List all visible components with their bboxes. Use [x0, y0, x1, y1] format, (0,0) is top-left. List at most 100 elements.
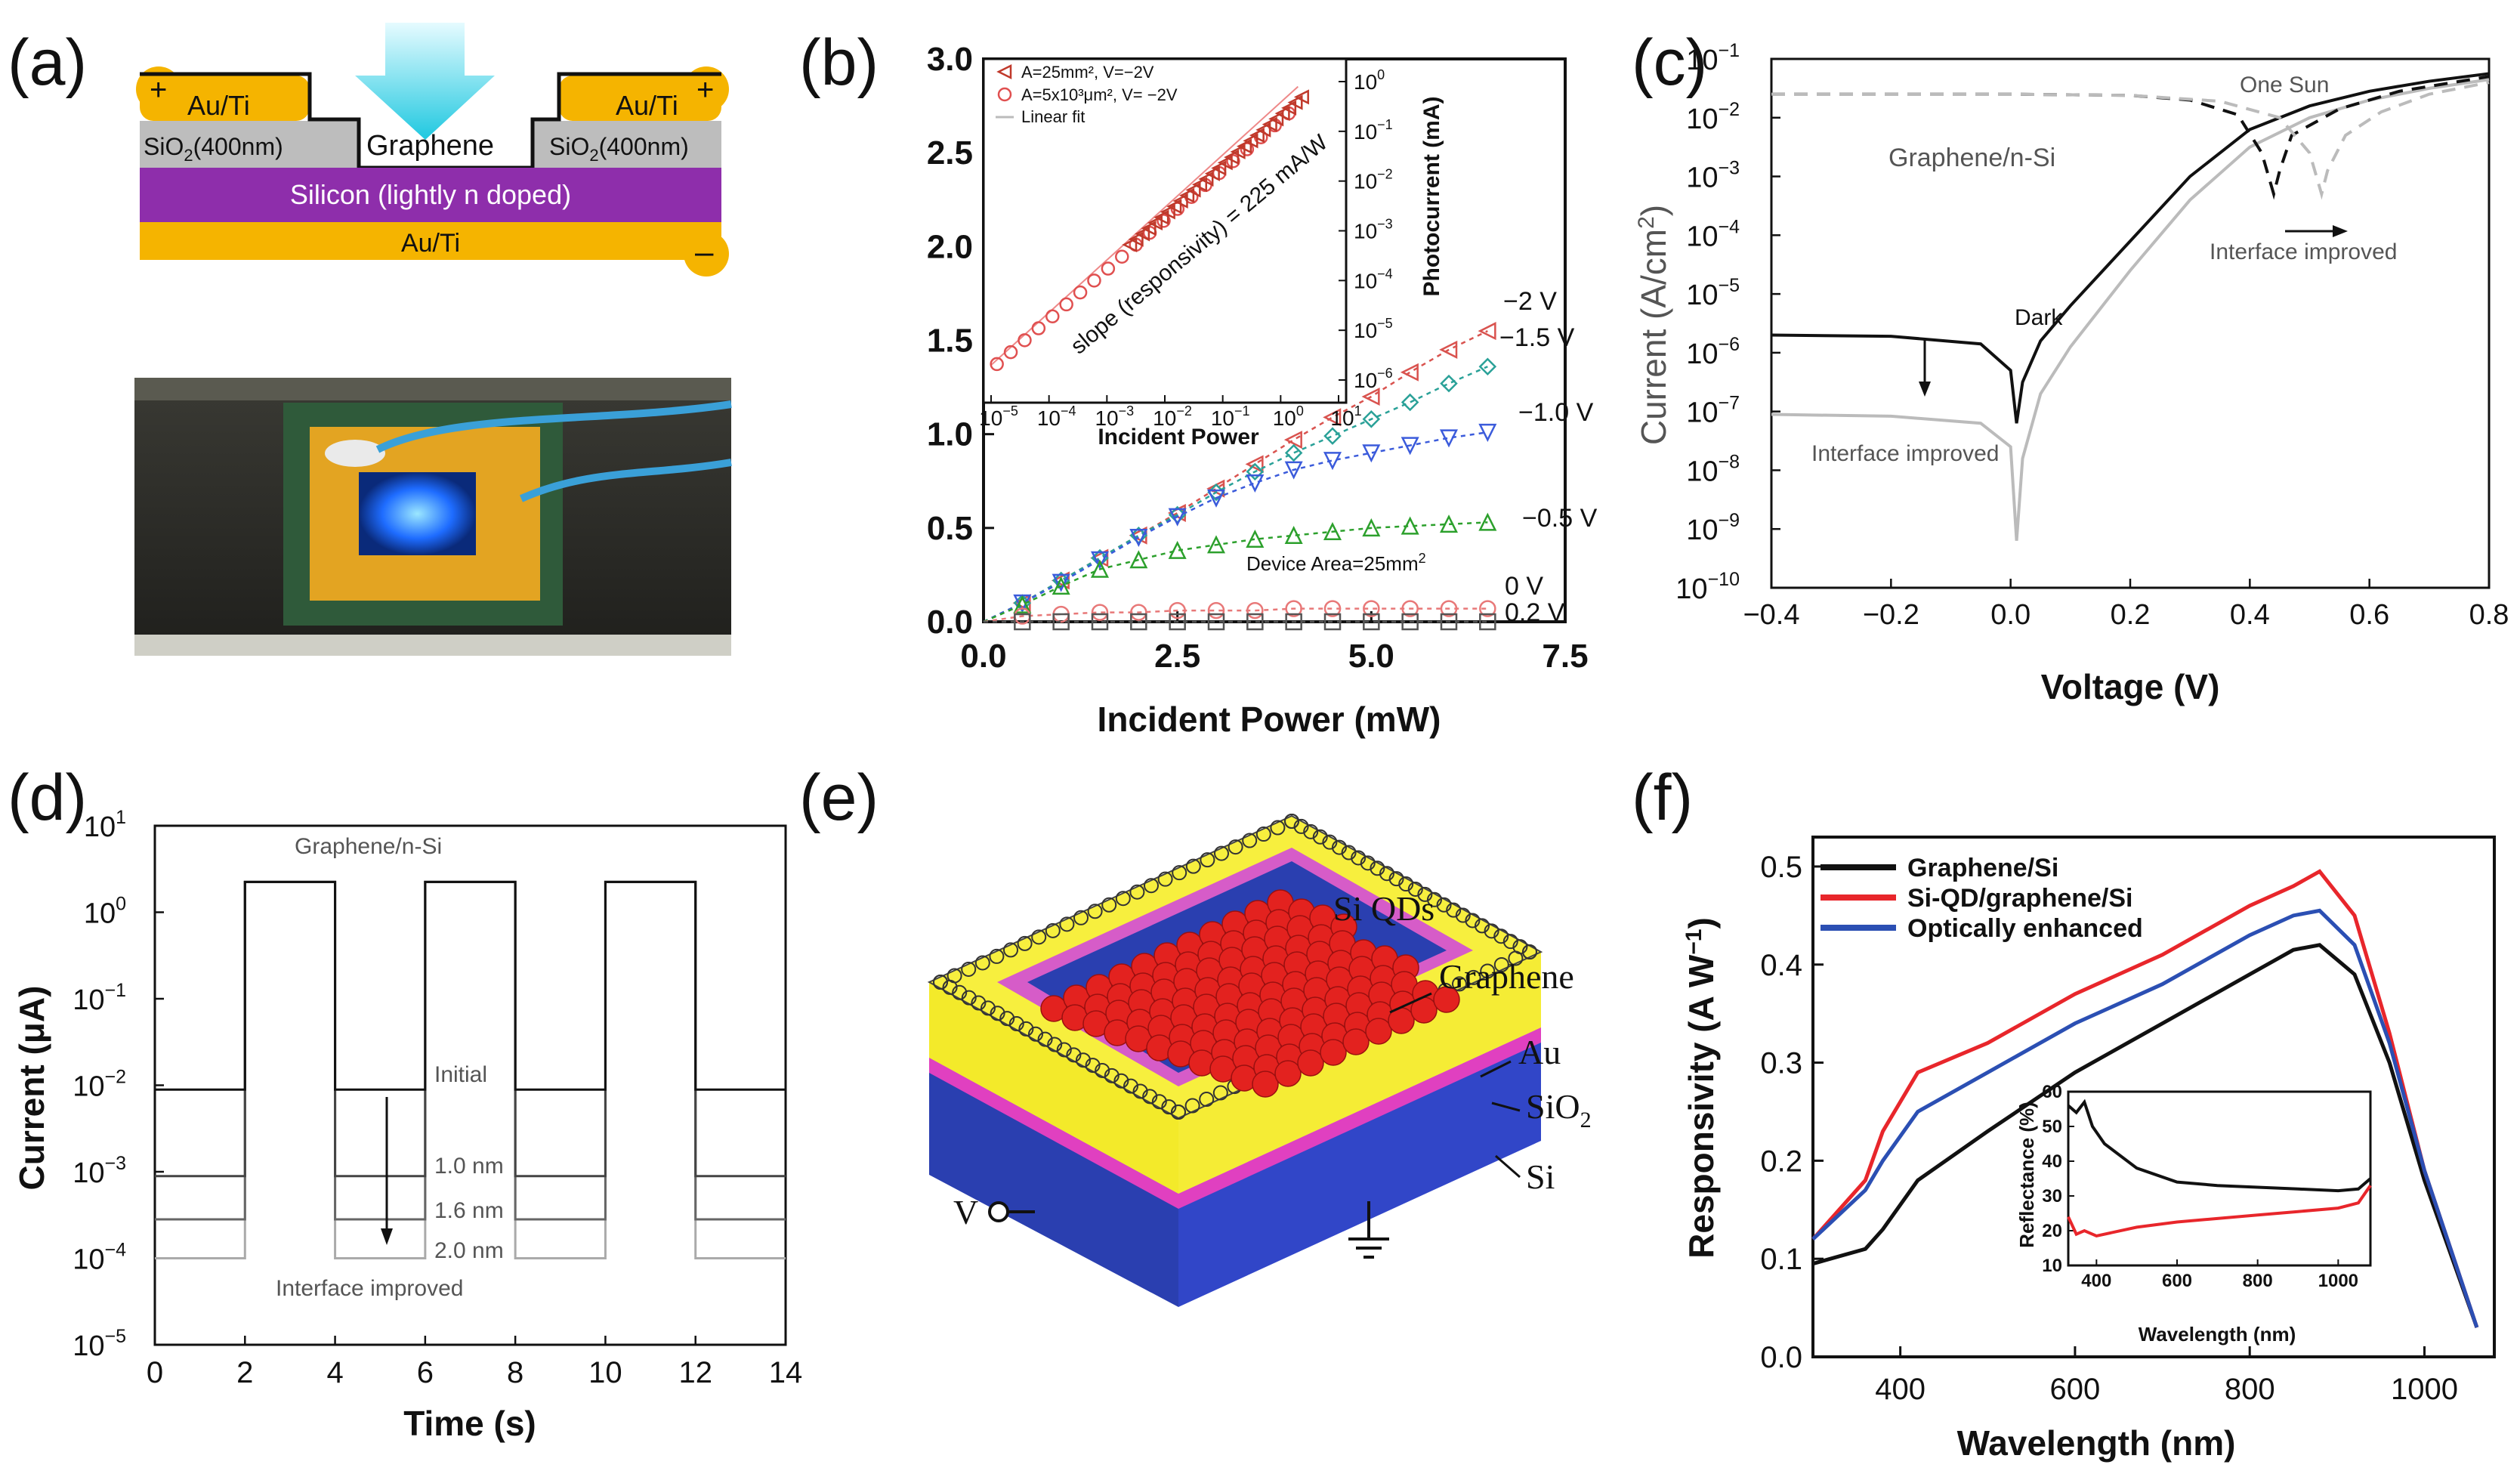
b-inset-point-tri [1287, 94, 1303, 110]
b-point [1246, 462, 1265, 481]
wire-1 [375, 400, 732, 453]
f-inset-ytick-label: 40 [2042, 1151, 2062, 1172]
b-inset-point-tri [1160, 204, 1175, 220]
f-inset-ytick-label: 60 [2042, 1082, 2062, 1102]
panel-b: (b) 0.0 2.5 5.0 7.5 0.0 0.5 1.0 1.5 2.0 2.5 3.0 In… [799, 26, 1598, 739]
c-xtick-label: 0.4 [2230, 599, 2270, 631]
e-hex-cell [1465, 913, 1481, 928]
f-inset-ylabel: Reflectance (%) [2015, 1102, 2038, 1248]
b-inset-ytick-label: 10−2 [1354, 167, 1393, 193]
b-series-label: −2 V [1503, 287, 1557, 316]
b-point [1284, 461, 1303, 480]
b-series-label: 0.2 V [1505, 598, 1565, 627]
b-inset-xtick-label: 10−5 [979, 403, 1018, 430]
e-hex-cell [1360, 855, 1376, 871]
terminal-left [136, 66, 181, 112]
au-bottom-label: Au/Ti [401, 229, 460, 258]
b-inset-point-tri [1262, 116, 1277, 132]
b-inset-point-circle [1101, 261, 1116, 276]
c-xtick-label: 0.6 [2349, 599, 2389, 631]
f-xlabel: Wavelength (nm) [1957, 1423, 2236, 1463]
e-hex-cell [1332, 839, 1347, 855]
panel-label-d: (d) [8, 762, 87, 834]
b-point [1052, 573, 1070, 592]
f-xtick-label: 800 [2225, 1373, 2275, 1406]
b-series-line [983, 366, 1488, 623]
e-hex-cell [1008, 1016, 1024, 1032]
e-hex-cell [1228, 839, 1243, 855]
e-hex-cell [1087, 904, 1103, 919]
d-xtick-label: 6 [417, 1356, 434, 1389]
b-inset-point-tri [1191, 177, 1208, 193]
c-xlabel: Voltage (V) [2041, 667, 2220, 706]
f-series-line [1811, 908, 2479, 1328]
e-si-dot [1252, 1071, 1279, 1098]
b-ytick-label: 1.5 [927, 323, 973, 360]
c-arrow-down-head [1919, 382, 1931, 397]
d-xtick-label: 4 [326, 1356, 343, 1389]
b-inset-xtick-label: 10−3 [1095, 403, 1134, 430]
b-point [1479, 613, 1496, 631]
graphene-label: Graphene [366, 130, 494, 162]
e-hex-cell [981, 1000, 996, 1016]
b-point [1284, 443, 1303, 462]
b-point [1130, 604, 1147, 621]
sio2-left [140, 121, 359, 168]
b-inset-point-tri [1255, 122, 1271, 137]
b-inset-point-tri [1122, 236, 1138, 252]
b-point [1129, 529, 1148, 548]
b-inset-ytick-label: 10−1 [1354, 117, 1393, 144]
b-inset-point-circle [1018, 333, 1032, 348]
e-leader-sio2 [1491, 1102, 1521, 1112]
b-xlabel: Incident Power (mW) [1098, 700, 1441, 739]
e-hex-cell [1132, 1083, 1148, 1099]
e-label-v: V [953, 1193, 978, 1231]
e-hex-cell [1171, 1105, 1186, 1120]
b-point [1323, 427, 1342, 445]
b-inset-point-circle [1045, 309, 1060, 323]
f-inset-frame [2067, 1090, 2372, 1267]
b-inset-point-tri [1198, 171, 1214, 187]
f-ytick-label: 0.1 [1760, 1243, 1802, 1276]
f-inset-line [2067, 1098, 2372, 1193]
b-inset-point-tri [1224, 150, 1240, 165]
f-ytick-label: 0.0 [1760, 1341, 1802, 1374]
c-ylabel: Current (A/cm2) [1634, 205, 1673, 445]
e-hex-cell [1351, 850, 1367, 866]
e-hex-cell [1037, 1031, 1053, 1047]
b-point [1129, 550, 1148, 569]
f-inset-xtick-label: 1000 [2318, 1271, 2358, 1291]
b-series-line [983, 521, 1488, 623]
b-inset-point-tri [1204, 165, 1220, 181]
b-point [1440, 600, 1458, 617]
sio2-left-face [929, 1058, 1178, 1209]
e-hex-cell [1199, 1092, 1215, 1108]
b-point [1207, 601, 1225, 619]
panel-label-b: (b) [799, 26, 879, 99]
c-ytick-label: 10−1 [1686, 40, 1740, 76]
si-quantum-dots [1040, 889, 1460, 1098]
c-ytick-label: 10−3 [1686, 158, 1740, 194]
b-point [1285, 600, 1302, 617]
f-series-line [1812, 943, 2479, 1328]
b-point [1130, 613, 1147, 631]
sio2-right-label: SiO2(400nm) [549, 133, 689, 165]
c-series-line [1771, 75, 2490, 200]
e-si-dot [1342, 1028, 1370, 1055]
d-xtick-label: 0 [147, 1356, 163, 1389]
b-inset-ylabel: Photocurrent (mA) [1419, 97, 1444, 297]
f-inset-line [2067, 1185, 2372, 1237]
plus-right: + [696, 73, 714, 107]
b-inset-point-tri [1249, 128, 1265, 144]
b-point [1478, 357, 1497, 376]
plot-frame-c [1770, 57, 2491, 589]
au-left-label: Au/Ti [187, 90, 250, 121]
b-inset-point-tri [1268, 111, 1284, 127]
e-hex-cell [1502, 934, 1518, 950]
f-inset-xlabel: Wavelength (nm) [2139, 1323, 2296, 1346]
b-point [1246, 474, 1265, 493]
b-inset-point-circle [1003, 345, 1018, 360]
b-point [1323, 452, 1342, 471]
sio2-right-face [1178, 1027, 1541, 1209]
sio2-left-label: SiO2(400nm) [144, 133, 283, 165]
